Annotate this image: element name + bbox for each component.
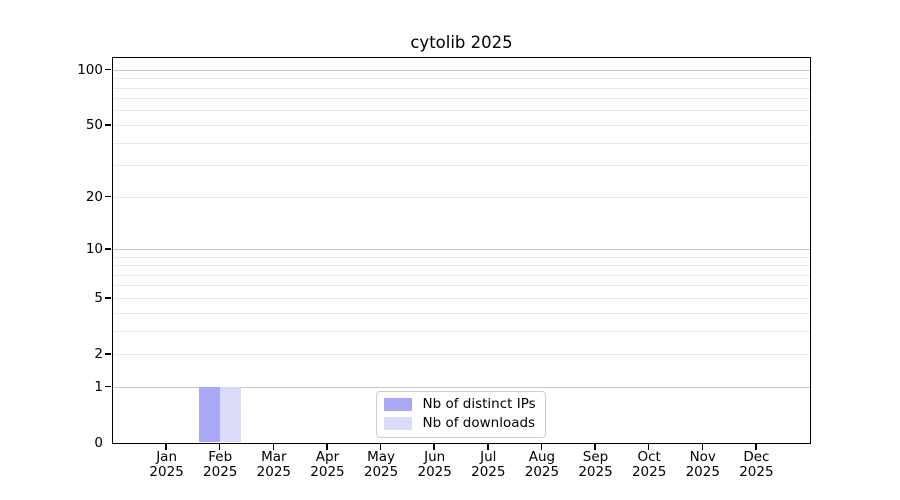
minor-gridline	[112, 312, 810, 314]
y-tick-mark	[104, 248, 111, 250]
x-tick-year: 2025	[149, 464, 184, 480]
x-tick-mark	[487, 444, 489, 450]
y-tick-mark	[104, 385, 111, 388]
x-tick-label: Oct 2025	[619, 450, 679, 480]
x-tick-mark	[540, 444, 543, 450]
x-tick-year: 2025	[685, 464, 720, 480]
minor-gridline	[112, 330, 810, 332]
x-tick-label: Jan 2025	[137, 450, 197, 480]
x-tick-mark	[433, 444, 435, 450]
y-tick-label: 2	[94, 346, 103, 363]
x-tick-mark	[647, 444, 650, 450]
x-tick-month: Jul	[480, 449, 497, 465]
legend: Nb of distinct IPs Nb of downloads	[375, 390, 546, 438]
y-tick-label: 0	[94, 435, 103, 451]
major-gridline	[112, 69, 810, 71]
y-tick-label: 10	[85, 241, 103, 258]
minor-gridline	[112, 353, 810, 355]
y-tick-label: 1	[94, 379, 103, 395]
minor-gridline	[112, 196, 810, 198]
legend-item-distinct-ips: Nb of distinct IPs	[383, 395, 536, 412]
minor-gridline	[112, 165, 810, 167]
y-tick-label: 20	[85, 189, 103, 206]
bar-distinct-ips	[198, 386, 220, 443]
x-tick-label: Jun 2025	[405, 450, 465, 480]
x-tick-label: May 2025	[351, 450, 411, 480]
x-tick-year: 2025	[631, 464, 667, 480]
x-tick-mark	[379, 444, 382, 450]
minor-gridline	[112, 124, 810, 126]
minor-gridline	[112, 285, 810, 287]
x-tick-mark	[272, 444, 275, 450]
x-tick-year: 2025	[256, 464, 292, 480]
minor-gridline	[112, 98, 810, 100]
y-tick-mark	[104, 353, 111, 355]
minor-gridline	[112, 110, 810, 112]
x-tick-mark	[218, 444, 221, 450]
minor-gridline	[112, 142, 810, 144]
y-tick-label: 100	[77, 62, 103, 79]
legend-swatch-distinct-ips	[383, 397, 412, 411]
x-tick-label: Dec 2025	[726, 450, 786, 480]
legend-swatch-downloads	[383, 416, 412, 430]
minor-gridline	[112, 78, 810, 80]
y-axis-tick-labels: 0 1 2 5 10 20 50 100	[0, 58, 103, 451]
x-tick-month: Sep	[582, 449, 609, 465]
x-tick-year: 2025	[203, 464, 238, 480]
chart-title: cytolib 2025	[410, 33, 513, 52]
x-tick-label: Mar 2025	[244, 450, 304, 480]
x-tick-label: Aug 2025	[512, 450, 572, 480]
x-tick-month: Jan	[156, 449, 178, 465]
x-tick-year: 2025	[363, 464, 399, 480]
x-tick-month: Apr	[315, 449, 340, 465]
x-tick-year: 2025	[417, 464, 452, 480]
legend-label-downloads: Nb of downloads	[422, 414, 536, 431]
x-tick-label: Apr 2025	[297, 450, 357, 480]
x-tick-label: Feb 2025	[190, 450, 250, 480]
x-tick-label: Jul 2025	[458, 450, 518, 480]
x-tick-month: Dec	[743, 449, 770, 465]
x-tick-mark	[165, 444, 167, 450]
plot-area: Nb of distinct IPs Nb of downloads	[104, 56, 811, 450]
y-tick-label: 5	[94, 290, 103, 307]
minor-gridline	[112, 297, 810, 299]
y-tick-mark	[104, 124, 111, 126]
x-tick-mark	[594, 444, 596, 450]
bar-downloads	[219, 386, 241, 443]
x-tick-month: Nov	[689, 449, 716, 465]
y-tick-label: 50	[85, 117, 103, 134]
y-tick-mark	[104, 195, 111, 198]
x-tick-year: 2025	[310, 464, 345, 480]
x-tick-month: Aug	[528, 449, 556, 465]
major-gridline	[112, 248, 810, 250]
x-tick-year: 2025	[524, 464, 560, 480]
x-tick-month: May	[367, 449, 396, 465]
x-tick-label: Nov 2025	[673, 450, 733, 480]
x-tick-year: 2025	[739, 464, 774, 480]
x-axis-tick-labels: Jan 2025 Feb 2025 Mar 2025 Apr 2025 May 2025 Jun 20…	[113, 450, 810, 486]
x-tick-mark	[755, 444, 757, 450]
y-tick-mark	[104, 297, 111, 299]
minor-gridline	[112, 256, 810, 258]
x-tick-month: Mar	[261, 449, 287, 465]
x-tick-year: 2025	[471, 464, 506, 480]
x-tick-month: Oct	[637, 449, 661, 465]
minor-gridline	[112, 265, 810, 267]
minor-gridline	[112, 274, 810, 276]
x-tick-month: Jun	[424, 449, 446, 465]
minor-gridline	[112, 87, 810, 89]
x-tick-mark	[326, 444, 328, 450]
legend-item-downloads: Nb of downloads	[383, 414, 536, 431]
x-tick-year: 2025	[578, 464, 613, 480]
x-tick-mark	[701, 444, 704, 450]
legend-label-distinct-ips: Nb of distinct IPs	[422, 395, 536, 412]
x-tick-label: Sep 2025	[566, 450, 626, 480]
x-tick-month: Feb	[208, 449, 233, 465]
major-gridline	[112, 386, 810, 388]
y-tick-mark	[104, 68, 111, 71]
